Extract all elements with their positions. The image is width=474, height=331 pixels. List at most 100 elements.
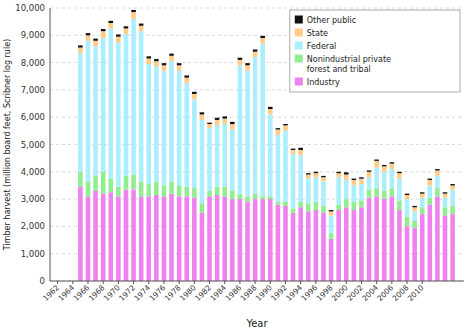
bar-segment xyxy=(314,177,319,202)
bar-segment xyxy=(101,172,106,194)
bar-segment xyxy=(397,172,402,173)
bar-segment xyxy=(238,58,243,60)
bar-segment xyxy=(200,112,205,114)
bar-segment xyxy=(222,119,227,124)
bar-segment xyxy=(329,215,334,233)
x-tick xyxy=(376,281,377,284)
bar-segment xyxy=(405,199,410,217)
x-tick xyxy=(179,281,180,284)
bar-segment xyxy=(329,210,334,211)
bar-segment xyxy=(314,210,319,281)
bar-segment xyxy=(177,65,182,70)
bar-segment xyxy=(116,34,121,36)
bar-segment xyxy=(283,131,288,202)
bar-segment xyxy=(215,125,220,186)
bar-segment xyxy=(268,114,273,196)
bar-segment xyxy=(367,177,372,189)
x-tick xyxy=(300,281,301,284)
bar-segment xyxy=(93,191,98,281)
bar-segment xyxy=(93,176,98,191)
bar-segment xyxy=(405,194,410,195)
bar-segment xyxy=(428,180,433,185)
bar-segment xyxy=(200,213,205,281)
bar-segment xyxy=(101,194,106,281)
bar-segment xyxy=(428,205,433,281)
bar-segment xyxy=(352,210,357,281)
bar-segment xyxy=(420,192,425,193)
bar-segment xyxy=(276,128,281,129)
bar-segment xyxy=(222,196,227,281)
y-axis-label: Timber harvest (million board feet, Scri… xyxy=(3,39,12,251)
x-tick xyxy=(163,281,164,284)
bar-segment xyxy=(298,202,303,207)
bar-segment xyxy=(336,210,341,281)
bar-segment xyxy=(215,195,220,281)
bar-segment xyxy=(260,36,265,38)
bar-segment xyxy=(131,10,136,12)
bar-segment xyxy=(283,124,288,125)
legend-swatch xyxy=(295,16,303,24)
bar-segment xyxy=(154,195,159,281)
bar-segment xyxy=(344,180,349,199)
bar-segment xyxy=(336,177,341,204)
bar-segment xyxy=(268,109,273,114)
y-tick-label: 2,000 xyxy=(21,221,45,231)
x-tick-label: 2010 xyxy=(406,283,426,303)
bar-segment xyxy=(291,150,296,154)
bar-segment xyxy=(390,188,395,196)
bar-segment xyxy=(222,116,227,118)
bar-segment xyxy=(124,190,129,281)
legend: Other publicStateFederalNonindustrial pr… xyxy=(290,10,460,92)
bar-segment xyxy=(230,129,235,190)
bar-segment xyxy=(230,124,235,129)
bar-segment xyxy=(108,21,113,23)
bar-segment xyxy=(200,120,205,203)
bar-segment xyxy=(352,202,357,210)
x-tick xyxy=(285,281,286,284)
bar-segment xyxy=(344,172,349,174)
bar-segment xyxy=(124,176,129,190)
bar-segment xyxy=(184,83,189,187)
bar-segment xyxy=(169,54,174,56)
x-tick xyxy=(118,281,119,284)
x-tick xyxy=(239,281,240,284)
bar-segment xyxy=(177,185,182,196)
bar-segment xyxy=(192,99,197,188)
bar-segment xyxy=(215,187,220,195)
bar-segment xyxy=(382,165,387,166)
bar-segment xyxy=(93,41,98,46)
bar-segment xyxy=(443,194,448,198)
bar-segment xyxy=(93,39,98,41)
bar-segment xyxy=(260,196,265,199)
bar-segment xyxy=(268,107,273,109)
bar-segment xyxy=(344,175,349,180)
bar-segment xyxy=(435,188,440,196)
bar-segment xyxy=(450,190,455,206)
bar-segment xyxy=(298,155,303,201)
x-tick xyxy=(346,281,347,284)
y-tick-label: 7,000 xyxy=(21,85,45,95)
y-tick-label: 9,000 xyxy=(21,30,45,40)
x-tick-label: 1972 xyxy=(117,283,137,303)
bar-segment xyxy=(86,33,91,35)
bar-segment xyxy=(131,12,136,19)
bar-segment xyxy=(428,185,433,197)
bar-segment xyxy=(359,179,364,184)
x-tick xyxy=(57,281,58,284)
bar-segment xyxy=(146,59,151,64)
bar-segment xyxy=(215,120,220,125)
bar-segment xyxy=(435,196,440,281)
bar-segment xyxy=(184,196,189,281)
bar-segment xyxy=(78,45,83,47)
bar-segment xyxy=(192,198,197,281)
bar-segment xyxy=(162,185,167,196)
bar-segment xyxy=(382,166,387,171)
bar-segment xyxy=(78,48,83,53)
x-tick-label: 1968 xyxy=(87,283,107,303)
x-tick xyxy=(422,281,423,284)
bar-segment xyxy=(86,41,91,182)
bar-segment xyxy=(314,172,319,173)
bar-segment xyxy=(78,53,83,172)
grid-line xyxy=(50,8,464,9)
bar-segment xyxy=(184,75,189,77)
